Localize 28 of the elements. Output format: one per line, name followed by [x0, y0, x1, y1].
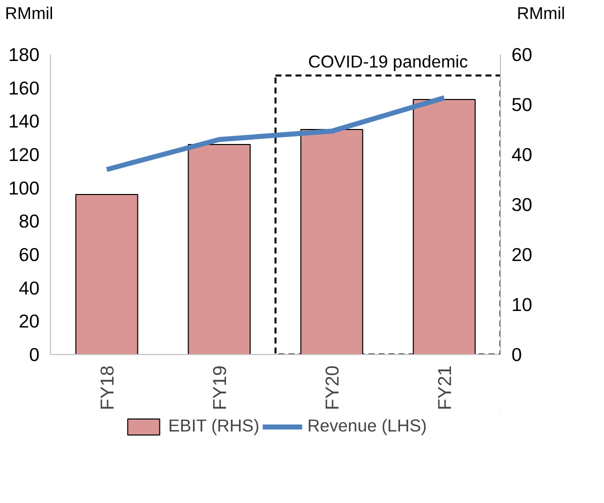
y2-tick-label: 30	[512, 194, 532, 215]
legend-label: EBIT (RHS)	[168, 416, 260, 436]
y2-tick-label: 50	[512, 94, 532, 115]
y-axis-title: RMmil	[5, 3, 54, 25]
bar	[75, 194, 138, 354]
y-tick-label: 140	[8, 110, 40, 132]
band-label: COVID-19 pandemic	[308, 52, 468, 72]
y-tick-label: 180	[8, 44, 40, 65]
x-tick-label: FY18	[96, 365, 118, 410]
y-tick-label: 60	[18, 244, 40, 265]
y-tick-label: 160	[8, 77, 40, 98]
x-tick-label: FY19	[208, 365, 230, 410]
y2-tick-label: 60	[512, 44, 532, 65]
y-tick-label: 80	[18, 210, 40, 232]
y2-tick-label: 40	[512, 144, 532, 165]
y2-tick-label: 20	[512, 244, 532, 265]
y-tick-label: 40	[18, 277, 40, 298]
y-tick-label: 0	[29, 344, 40, 365]
y-tick-label: 120	[8, 144, 40, 165]
y-tick-label: 20	[18, 310, 40, 332]
y2-tick-label: 0	[512, 344, 522, 365]
bar	[188, 144, 251, 354]
y-tick-label: 100	[8, 177, 40, 198]
x-tick-label: FY21	[434, 365, 455, 410]
x-tick-label: FY20	[321, 365, 342, 410]
legend-label: Revenue (LHS)	[307, 416, 427, 436]
y2-tick-label: 10	[512, 294, 532, 315]
y2-axis-title: RMmil	[516, 3, 565, 25]
